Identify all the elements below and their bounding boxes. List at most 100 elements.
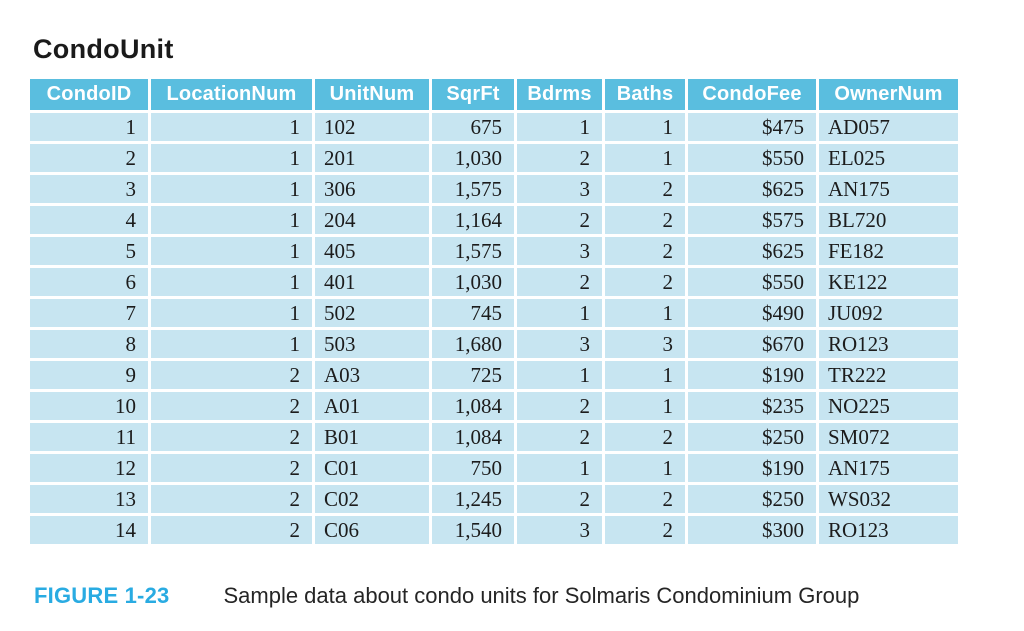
cell-baths: 1	[605, 454, 685, 482]
cell-bdrms: 1	[517, 361, 602, 389]
cell-sqrft: 1,575	[432, 237, 514, 265]
table-header-row: CondoID LocationNum UnitNum SqrFt Bdrms Baths…	[30, 79, 958, 110]
table-row: 2 1 201 1,030 2 1 $550 EL025	[30, 144, 958, 172]
table-row: 8 1 503 1,680 3 3 $670 RO123	[30, 330, 958, 358]
cell-condofee: $625	[688, 237, 816, 265]
cell-sqrft: 1,575	[432, 175, 514, 203]
cell-locationnum: 2	[151, 423, 312, 451]
cell-unitnum: 502	[315, 299, 429, 327]
cell-baths: 2	[605, 485, 685, 513]
cell-ownernum: NO225	[819, 392, 958, 420]
cell-condofee: $575	[688, 206, 816, 234]
cell-bdrms: 1	[517, 454, 602, 482]
cell-sqrft: 745	[432, 299, 514, 327]
cell-ownernum: JU092	[819, 299, 958, 327]
cell-condofee: $190	[688, 361, 816, 389]
cell-condofee: $490	[688, 299, 816, 327]
cell-sqrft: 1,540	[432, 516, 514, 544]
cell-locationnum: 1	[151, 206, 312, 234]
cell-baths: 1	[605, 299, 685, 327]
cell-condoid: 7	[30, 299, 148, 327]
column-header-unitnum: UnitNum	[315, 79, 429, 110]
cell-locationnum: 2	[151, 485, 312, 513]
cell-condoid: 10	[30, 392, 148, 420]
column-header-bdrms: Bdrms	[517, 79, 602, 110]
column-header-condoid: CondoID	[30, 79, 148, 110]
cell-condoid: 12	[30, 454, 148, 482]
cell-bdrms: 2	[517, 485, 602, 513]
cell-condoid: 13	[30, 485, 148, 513]
cell-unitnum: B01	[315, 423, 429, 451]
cell-baths: 2	[605, 206, 685, 234]
cell-baths: 3	[605, 330, 685, 358]
cell-ownernum: RO123	[819, 516, 958, 544]
cell-condoid: 8	[30, 330, 148, 358]
cell-sqrft: 1,084	[432, 423, 514, 451]
cell-condoid: 9	[30, 361, 148, 389]
cell-ownernum: KE122	[819, 268, 958, 296]
cell-unitnum: 306	[315, 175, 429, 203]
table-row: 5 1 405 1,575 3 2 $625 FE182	[30, 237, 958, 265]
table-row: 13 2 C02 1,245 2 2 $250 WS032	[30, 485, 958, 513]
cell-bdrms: 2	[517, 206, 602, 234]
cell-unitnum: 102	[315, 113, 429, 141]
cell-condoid: 3	[30, 175, 148, 203]
cell-sqrft: 675	[432, 113, 514, 141]
cell-ownernum: WS032	[819, 485, 958, 513]
cell-locationnum: 1	[151, 299, 312, 327]
cell-locationnum: 1	[151, 237, 312, 265]
cell-bdrms: 3	[517, 330, 602, 358]
column-header-condofee: CondoFee	[688, 79, 816, 110]
table-row: 1 1 102 675 1 1 $475 AD057	[30, 113, 958, 141]
cell-bdrms: 1	[517, 299, 602, 327]
cell-locationnum: 2	[151, 361, 312, 389]
cell-ownernum: AN175	[819, 175, 958, 203]
cell-condoid: 11	[30, 423, 148, 451]
cell-baths: 1	[605, 113, 685, 141]
cell-ownernum: SM072	[819, 423, 958, 451]
column-header-sqrft: SqrFt	[432, 79, 514, 110]
cell-locationnum: 2	[151, 516, 312, 544]
cell-locationnum: 1	[151, 144, 312, 172]
table-row: 14 2 C06 1,540 3 2 $300 RO123	[30, 516, 958, 544]
cell-bdrms: 2	[517, 392, 602, 420]
cell-sqrft: 1,084	[432, 392, 514, 420]
cell-unitnum: 401	[315, 268, 429, 296]
cell-sqrft: 1,245	[432, 485, 514, 513]
cell-unitnum: C02	[315, 485, 429, 513]
table-row: 3 1 306 1,575 3 2 $625 AN175	[30, 175, 958, 203]
cell-condofee: $190	[688, 454, 816, 482]
cell-condofee: $235	[688, 392, 816, 420]
cell-condofee: $550	[688, 144, 816, 172]
cell-condofee: $250	[688, 423, 816, 451]
column-header-ownernum: OwnerNum	[819, 79, 958, 110]
cell-condoid: 5	[30, 237, 148, 265]
cell-unitnum: A03	[315, 361, 429, 389]
table-row: 10 2 A01 1,084 2 1 $235 NO225	[30, 392, 958, 420]
table-row: 9 2 A03 725 1 1 $190 TR222	[30, 361, 958, 389]
cell-baths: 2	[605, 423, 685, 451]
cell-condofee: $550	[688, 268, 816, 296]
table-row: 4 1 204 1,164 2 2 $575 BL720	[30, 206, 958, 234]
cell-baths: 1	[605, 392, 685, 420]
figure-caption-text: Sample data about condo units for Solmar…	[223, 583, 860, 608]
cell-locationnum: 1	[151, 268, 312, 296]
cell-unitnum: C06	[315, 516, 429, 544]
cell-locationnum: 1	[151, 330, 312, 358]
cell-condofee: $475	[688, 113, 816, 141]
cell-unitnum: 405	[315, 237, 429, 265]
cell-ownernum: RO123	[819, 330, 958, 358]
cell-bdrms: 1	[517, 113, 602, 141]
cell-unitnum: C01	[315, 454, 429, 482]
cell-baths: 1	[605, 361, 685, 389]
cell-baths: 2	[605, 268, 685, 296]
cell-bdrms: 3	[517, 175, 602, 203]
cell-unitnum: 201	[315, 144, 429, 172]
cell-sqrft: 750	[432, 454, 514, 482]
condo-unit-table: CondoID LocationNum UnitNum SqrFt Bdrms Baths…	[27, 76, 961, 547]
cell-ownernum: AN175	[819, 454, 958, 482]
cell-baths: 1	[605, 144, 685, 172]
cell-condofee: $670	[688, 330, 816, 358]
table-row: 11 2 B01 1,084 2 2 $250 SM072	[30, 423, 958, 451]
cell-bdrms: 2	[517, 144, 602, 172]
